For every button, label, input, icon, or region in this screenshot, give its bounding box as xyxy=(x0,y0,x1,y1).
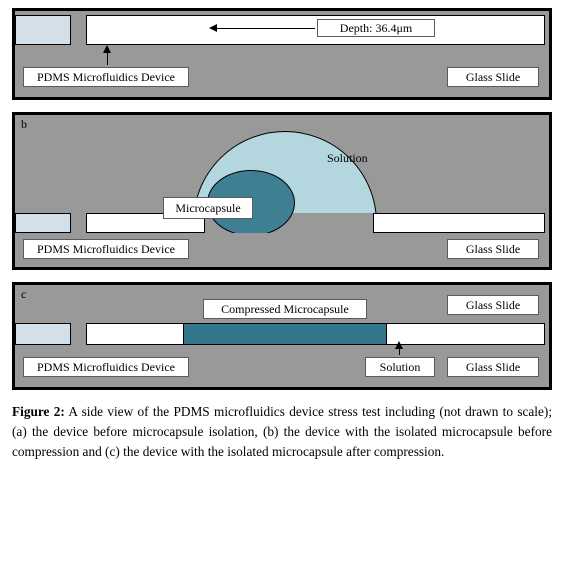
glass-text: Glass Slide xyxy=(466,242,520,257)
figure-caption: Figure 2: A side view of the PDMS microf… xyxy=(12,402,552,462)
microcapsule-text: Microcapsule xyxy=(175,201,240,216)
pdms-block-left xyxy=(15,213,71,233)
pdms-channel xyxy=(86,15,545,45)
figure-label: Figure 2: xyxy=(12,404,65,419)
microcapsule-label: Microcapsule xyxy=(163,197,253,219)
glass-label: Glass Slide xyxy=(447,67,539,87)
figure-container: a Depth: 36.4μm PDMS Microfluidics Devic… xyxy=(0,0,564,472)
panel-letter-c: c xyxy=(21,287,26,302)
pdms-text: PDMS Microfluidics Device xyxy=(37,242,175,257)
glass-label-top: Glass Slide xyxy=(447,295,539,315)
glass-text-top: Glass Slide xyxy=(466,298,520,313)
glass-label-bottom: Glass Slide xyxy=(447,357,539,377)
caption-text: A side view of the PDMS microfluidics de… xyxy=(12,404,552,459)
pdms-text: PDMS Microfluidics Device xyxy=(37,70,175,85)
solution-label: Solution xyxy=(365,357,435,377)
pdms-block-left xyxy=(15,15,71,45)
compressed-microcapsule xyxy=(183,323,387,345)
glass-label: Glass Slide xyxy=(447,239,539,259)
compressed-label: Compressed Microcapsule xyxy=(203,299,367,319)
pdms-label: PDMS Microfluidics Device xyxy=(23,239,189,259)
pdms-label: PDMS Microfluidics Device xyxy=(23,67,189,87)
solution-label: Solution xyxy=(327,151,368,166)
glass-text: Glass Slide xyxy=(466,70,520,85)
glass-text-bot: Glass Slide xyxy=(466,360,520,375)
pdms-text: PDMS Microfluidics Device xyxy=(37,360,175,375)
solution-text: Solution xyxy=(380,360,421,375)
panel-c: c Compressed Microcapsule PDMS Microflui… xyxy=(12,282,552,390)
panel-b: b Solution Microcapsule PDMS Microfluidi… xyxy=(12,112,552,270)
depth-label: Depth: 36.4μm xyxy=(317,19,435,37)
compressed-text: Compressed Microcapsule xyxy=(221,302,349,317)
depth-text: Depth: 36.4μm xyxy=(340,21,412,36)
panel-a: a Depth: 36.4μm PDMS Microfluidics Devic… xyxy=(12,8,552,100)
pdms-label: PDMS Microfluidics Device xyxy=(23,357,189,377)
pdms-block-left xyxy=(15,323,71,345)
pdms-channel-right xyxy=(373,213,545,233)
